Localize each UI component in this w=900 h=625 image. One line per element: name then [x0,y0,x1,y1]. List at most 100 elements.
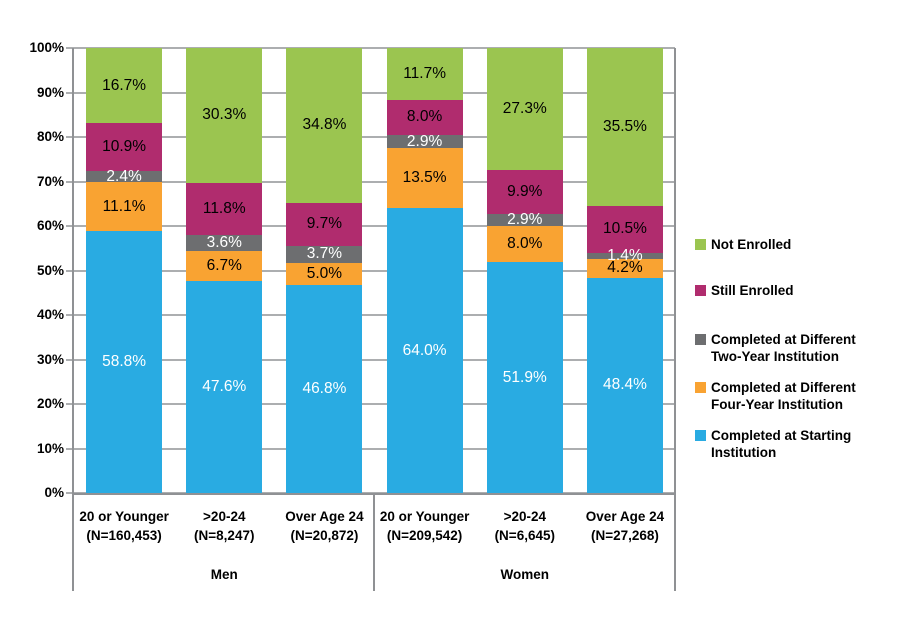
y-tick-label: 30% [36,351,64,367]
bar-segment: 16.7% [86,48,163,123]
x-tick-n: (N=20,872) [290,528,359,543]
segment-label: 30.3% [202,106,247,124]
bar-women-4: 51.9% 8.0% 2.9% 9.9% 27.3% [486,48,563,493]
x-tick-label: 20 or Younger (N=209,542) [375,507,475,545]
bar-slot: 46.8% 5.0% 3.7% 9.7% 34.8% [274,48,374,493]
bar-segment: 1.4% [586,247,663,264]
bar-segment: 5.0% [286,262,363,285]
segment-label: 34.8% [302,116,347,134]
legend-label-line: Two-Year Institution [711,349,839,364]
bar-men-0: 58.8% 11.1% 2.4% 10.9% 16.7% [86,48,163,493]
y-tick-label: 0% [44,485,64,500]
bar-segment: 9.7% [286,202,363,247]
legend-item: Completed at Different Four-Year Institut… [695,379,895,413]
legend-swatch-icon [695,239,706,250]
segment-label: 11.1% [102,197,146,215]
segment-label: 8.0% [507,235,543,253]
x-tick-age: 20 or Younger [379,509,470,524]
bar-segment: 2.9% [486,211,563,228]
gridline [66,225,675,227]
bar-segment: 11.8% [186,182,263,236]
legend-swatch-icon [695,285,706,296]
bar-segment: 6.7% [186,251,263,282]
y-tick-label: 60% [36,218,64,233]
segment-label: 48.4% [602,376,647,394]
bar-segment: 10.9% [86,122,163,172]
legend-label-line: Not Enrolled [711,237,792,252]
segment-label: 8.0% [406,108,443,126]
gridline [66,180,675,183]
y-tick-label: 90% [36,84,64,100]
x-tick-n: (N=209,542) [386,528,463,543]
bar-segment: 34.8% [286,48,363,203]
bar-segment: 51.9% [486,262,563,493]
x-tick-label: >20-24 (N=8,247) [174,507,274,545]
y-tick-label: 70% [36,173,64,189]
bar-segment: 3.6% [186,234,263,252]
legend-swatch-icon [695,382,706,393]
x-tick-age: >20-24 [203,509,246,524]
x-tick-n: (N=160,453) [86,528,162,543]
y-tick-label: 40% [36,307,64,322]
legend-label: Completed at Starting Institution [711,427,851,461]
x-tick-age: >20-24 [503,509,546,524]
legend-item: Completed at Different Two-Year Instituti… [695,331,895,365]
segment-label: 11.7% [403,64,446,82]
group-divider [674,493,676,591]
x-tick-label: >20-24 (N=6,645) [475,507,575,545]
x-tick-label: Over Age 24 (N=20,872) [274,507,374,545]
legend-swatch-icon [695,430,706,441]
plot-area: 58.8% 11.1% 2.4% 10.9% 16.7% 47.6% 6.7% 3.6% 11.… [74,47,675,493]
legend-label: Not Enrolled [711,236,791,253]
segment-label: 10.9% [102,138,147,156]
gridline [66,403,675,405]
group-label-women: Women [500,567,549,582]
bar-segment: 64.0% [386,208,463,493]
legend-label: Completed at Different Two-Year Instituti… [711,331,856,365]
segment-label: 27.3% [502,99,547,117]
segment-label: 64.0% [402,341,447,359]
legend-label-line: Completed at Starting [711,428,852,443]
bar-segment: 13.5% [386,148,463,209]
legend-label-line: Completed at Different [711,332,856,347]
bar-segment: 11.1% [86,181,163,232]
segment-label: 11.8% [202,200,246,218]
bar-segment: 30.3% [186,48,263,183]
segment-label: 1.4% [607,246,643,264]
segment-label: 2.9% [507,211,543,228]
bar-segment: 47.6% [186,281,263,493]
legend: Not Enrolled Still Enrolled Completed at D… [695,236,895,461]
group-label-men: Men [210,567,238,582]
bar-segment: 46.8% [286,284,363,493]
bar-women-5: 48.4% 4.2% 1.4% 10.5% 35.5% [586,48,663,493]
segment-label: 10.5% [602,220,647,238]
bar-men-2: 46.8% 5.0% 3.7% 9.7% 34.8% [286,48,363,493]
legend-swatch-icon [695,334,706,345]
gridline [66,314,675,316]
gridline [66,447,675,450]
bar-slot: 64.0% 13.5% 2.9% 8.0% 11.7% [375,47,475,493]
bar-segment: 8.0% [386,99,463,136]
y-tick-label: 10% [36,440,64,456]
bar-segment: 10.5% [586,206,663,253]
gridline [66,358,675,361]
segment-label: 51.9% [502,368,547,386]
bar-slot: 48.4% 4.2% 1.4% 10.5% 35.5% [575,48,675,493]
y-tick-label: 50% [36,262,64,278]
x-tick-label: Over Age 24 (N=27,268) [575,507,675,545]
gridline [66,269,675,272]
bar-slot: 58.8% 11.1% 2.4% 10.9% 16.7% [74,48,174,493]
bar-segment: 35.5% [586,48,663,206]
y-tick-label: 20% [36,396,64,411]
y-tick-label: 80% [36,129,64,144]
bar-segment: 9.9% [486,169,563,214]
bar-segment: 11.7% [386,47,463,100]
legend-label-line: Institution [711,445,777,460]
x-tick-n: (N=8,247) [194,528,255,543]
legend-label-line: Still Enrolled [711,283,794,298]
legend-label: Still Enrolled [711,282,794,299]
segment-label: 35.5% [602,118,647,136]
legend-label-line: Four-Year Institution [711,397,844,412]
bar-segment: 48.4% [586,277,663,493]
x-tick-age: Over Age 24 [585,509,665,524]
